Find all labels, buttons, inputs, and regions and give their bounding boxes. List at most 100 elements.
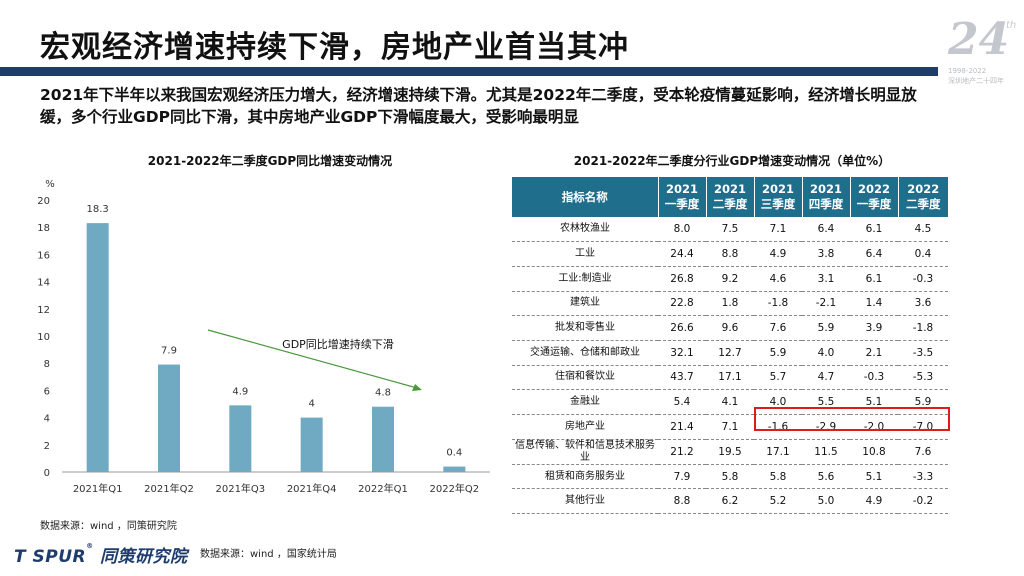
- watermark-years: 1998-2022: [948, 67, 987, 75]
- anniversary-watermark: 24 th 1998-2022 深圳地产二十四年: [940, 14, 1020, 85]
- header-quarter: 四季度: [808, 197, 844, 211]
- table-cell: 8.8: [658, 488, 706, 515]
- tospur-logo: T SPUR® 同策研究院: [14, 542, 188, 567]
- table-cell: 5.5: [802, 389, 850, 415]
- y-tick-label: 0: [44, 468, 50, 479]
- table-cell: 5.1: [850, 389, 898, 415]
- bar: [443, 466, 466, 472]
- table-cell: 3.9: [850, 315, 898, 341]
- table-cell: 5.0: [802, 488, 850, 515]
- table-cell: 3.6: [898, 291, 948, 317]
- table-cell: 22.8: [658, 291, 706, 317]
- y-tick-label: 2: [44, 441, 50, 452]
- gdp-growth-bar-chart: % 0 2 4 6 8 10 12 14 16 18 20 18.3 7.9 4.9 4 4.8 0.4 20…: [37, 179, 490, 495]
- table-cell: -7.0: [898, 414, 948, 440]
- logo-chinese-name: 同策研究院: [100, 547, 188, 567]
- bar-value-label: 0.4: [446, 448, 462, 459]
- table-cell: 12.7: [706, 340, 754, 366]
- x-tick-label: 2022年Q1: [358, 482, 408, 495]
- table-row: 工业:制造业 26.8 9.2 4.6 3.1 6.1 -0.3: [512, 266, 948, 292]
- bar: [158, 364, 180, 472]
- y-tick-label: 6: [44, 386, 50, 397]
- bar-value-label: 18.3: [87, 204, 109, 215]
- row-industry-name: 工业: [512, 241, 658, 267]
- table-row: 住宿和餐饮业 43.7 17.1 5.7 4.7 -0.3 -5.3: [512, 365, 948, 391]
- table-cell: 6.1: [850, 217, 898, 243]
- watermark-th: th: [1006, 20, 1017, 31]
- table-cell: 17.1: [706, 365, 754, 391]
- table-cell: 7.6: [754, 315, 802, 341]
- y-tick-label: 20: [37, 196, 50, 207]
- table-row: 其他行业 8.8 6.2 5.2 5.0 4.9 -0.2: [512, 488, 948, 515]
- table-cell: 4.5: [898, 217, 948, 243]
- row-industry-name: 租赁和商务服务业: [512, 464, 658, 490]
- y-axis-ticks: 0 2 4 6 8 10 12 14 16 18 20: [37, 196, 50, 479]
- chart-title: 2021-2022年二季度GDP同比增速变动情况: [147, 154, 393, 168]
- table-body: 农林牧渔业 8.0 7.5 7.1 6.4 6.1 4.5 工业 24.4 8.8 4.9 3.8 6.…: [512, 217, 948, 515]
- table-row: 租赁和商务服务业 7.9 5.8 5.8 5.6 5.1 -3.3: [512, 464, 948, 490]
- header-year: 2022: [907, 182, 940, 196]
- table-cell: 7.6: [898, 439, 948, 465]
- watermark-number: 24: [948, 14, 1010, 65]
- table-cell: 3.8: [802, 241, 850, 267]
- table-cell: 4.0: [754, 389, 802, 415]
- header-col-2: 2021 二季度: [706, 177, 755, 217]
- row-industry-name: 其他行业: [512, 488, 658, 515]
- table-cell: 5.9: [898, 389, 948, 415]
- watermark-subtitle: 深圳地产二十四年: [948, 77, 1004, 85]
- x-tick-label: 2021年Q4: [287, 482, 337, 495]
- table-cell: 8.0: [658, 217, 706, 243]
- table-cell: 5.9: [802, 315, 850, 341]
- y-tick-label: 4: [44, 414, 50, 425]
- x-tick-label: 2021年Q2: [144, 482, 194, 495]
- table-cell: 10.8: [850, 439, 898, 465]
- title-divider-bar: [0, 67, 938, 76]
- table-cell: 6.4: [802, 217, 850, 243]
- header-col-5: 2022 一季度: [850, 177, 899, 217]
- row-industry-name: 信息传输、软件和信息技术服务业: [512, 439, 658, 465]
- header-col-3: 2021 三季度: [754, 177, 803, 217]
- table-cell: 4.9: [850, 488, 898, 515]
- y-tick-label: 8: [44, 359, 50, 370]
- table-cell: 5.6: [802, 464, 850, 490]
- table-cell: 1.4: [850, 291, 898, 317]
- row-industry-name: 金融业: [512, 389, 658, 415]
- row-industry-name: 农林牧渔业: [512, 217, 658, 243]
- table-cell: -0.3: [898, 266, 948, 292]
- table-header-row: 指标名称 2021 一季度 2021 二季度 2021 三季度 2021 四季度 2022 一季度…: [512, 177, 948, 217]
- table-cell: -2.0: [850, 414, 898, 440]
- header-year: 2021: [665, 182, 698, 196]
- table-cell: 7.9: [658, 464, 706, 490]
- table-cell: 2.1: [850, 340, 898, 366]
- y-tick-label: 18: [37, 223, 50, 234]
- table-cell: 26.6: [658, 315, 706, 341]
- table-row: 房地产业 21.4 7.1 -1.6 -2.9 -2.0 -7.0: [512, 414, 948, 440]
- bar: [300, 417, 323, 472]
- row-industry-name: 建筑业: [512, 291, 658, 317]
- row-industry-name: 交通运输、仓储和邮政业: [512, 340, 658, 366]
- header-col-4: 2021 四季度: [802, 177, 851, 217]
- table-cell: 8.8: [706, 241, 754, 267]
- header-indicator-name: 指标名称: [512, 177, 659, 217]
- table-cell: 26.8: [658, 266, 706, 292]
- bar: [86, 223, 109, 472]
- header-quarter: 一季度: [664, 197, 700, 211]
- header-year: 2021: [761, 182, 794, 196]
- table-cell: 5.7: [754, 365, 802, 391]
- table-cell: 4.6: [754, 266, 802, 292]
- table-cell: 11.5: [802, 439, 850, 465]
- industry-gdp-table: 指标名称 2021 一季度 2021 二季度 2021 三季度 2021 四季度 2022 一季度…: [512, 177, 948, 515]
- logo-registered-mark: ®: [86, 542, 94, 550]
- x-tick-label: 2022年Q2: [429, 482, 479, 495]
- table-cell: 7.1: [706, 414, 754, 440]
- row-industry-name: 批发和零售业: [512, 315, 658, 341]
- y-tick-label: 14: [37, 278, 50, 289]
- table-cell: -1.6: [754, 414, 802, 440]
- table-cell: 43.7: [658, 365, 706, 391]
- row-industry-name: 房地产业: [512, 414, 658, 440]
- table-cell: 6.4: [850, 241, 898, 267]
- y-tick-label: 10: [37, 332, 50, 343]
- logo-text: T SPUR: [14, 547, 87, 567]
- table-cell: 7.1: [754, 217, 802, 243]
- y-tick-label: 12: [37, 305, 50, 316]
